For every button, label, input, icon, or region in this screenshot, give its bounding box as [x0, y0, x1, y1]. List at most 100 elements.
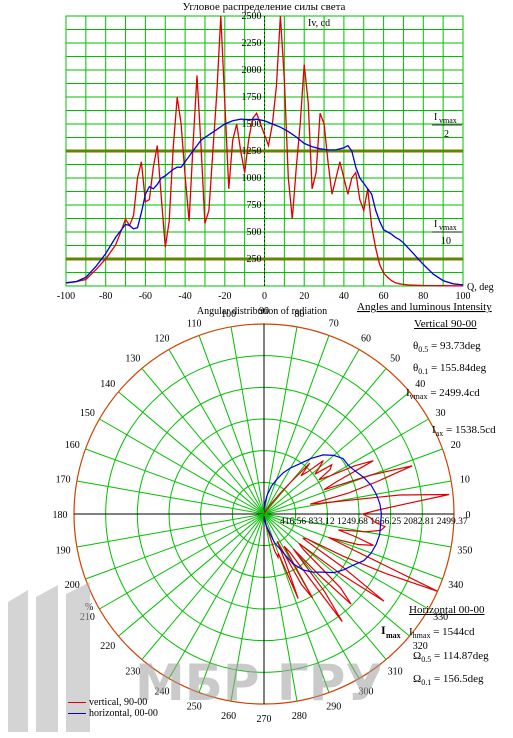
angle-label: 330: [433, 612, 448, 623]
y-tick-label: 1750: [242, 92, 262, 103]
spoke-line: [263, 480, 452, 515]
x-tick-label: 100: [456, 291, 471, 302]
angle-label: 70: [329, 318, 339, 329]
rmax-main: I: [381, 623, 386, 637]
spoke-line: [263, 391, 410, 515]
angle-label: 270: [257, 714, 272, 725]
x-tick-label: -100: [57, 291, 75, 302]
angle-label: 240: [155, 687, 170, 698]
watermark-logo: МБР ГРУПП: [8, 582, 380, 732]
ref-label-half: I vmax 2: [432, 112, 462, 140]
y-tick-label: 2250: [242, 38, 262, 49]
x-tick-label: 40: [339, 291, 349, 302]
angle-label: 150: [80, 408, 95, 419]
ref-half-sub: vmax: [439, 116, 457, 125]
angle-label: 340: [448, 580, 463, 591]
rmax-label: I max: [381, 623, 401, 640]
polar-title: Angular distribution of radiation: [197, 306, 327, 317]
angle-label: 120: [155, 333, 170, 344]
spoke-line: [263, 368, 387, 515]
spoke-line: [141, 513, 265, 660]
ref-tenth-div: 10: [441, 236, 451, 247]
angle-label: 290: [326, 702, 341, 713]
angle-label: 100: [221, 309, 236, 320]
angle-label: 260: [221, 711, 236, 722]
spoke-line: [263, 326, 298, 515]
spoke-line: [141, 368, 265, 515]
spoke-line: [263, 513, 429, 610]
y-tick-label: 1250: [242, 146, 262, 157]
spoke-line: [263, 448, 443, 515]
spoke-line: [263, 335, 330, 515]
x-tick-label: 60: [379, 291, 389, 302]
y-tick-label: 1000: [242, 173, 262, 184]
polar-series: [263, 454, 450, 622]
spoke-line: [263, 349, 360, 515]
x-tick-label: -80: [99, 291, 112, 302]
reference-lines: [66, 149, 463, 261]
angle-label: 90: [259, 306, 269, 317]
spoke-line: [76, 480, 265, 515]
angle-label: 40: [415, 379, 425, 390]
angle-label: 140: [100, 379, 115, 390]
angle-labels: 0 10 20 30 40 50 60 70 80 90 100 110 120 130 140 150 160…: [53, 306, 473, 725]
angle-label: 200: [65, 580, 80, 591]
x-tick-label: 80: [418, 291, 428, 302]
cartesian-title: Угловое распределение силы света: [183, 1, 346, 13]
angle-label: 10: [460, 475, 470, 486]
x-tick-label: 0: [262, 291, 267, 302]
ref-half-div: 2: [444, 129, 449, 140]
spoke-line: [230, 513, 265, 702]
ref-tenth-main: I: [434, 219, 437, 230]
spoke-line: [263, 513, 443, 580]
series-line-horizontal: [65, 118, 464, 286]
y-tick-label: 750: [247, 200, 262, 211]
spoke-line: [263, 513, 298, 702]
ref-tenth-sub: vmax: [439, 223, 457, 232]
spoke-line: [168, 513, 265, 679]
series-line-vertical: [65, 15, 464, 287]
spoke-line: [99, 418, 265, 515]
spoke-line: [230, 326, 265, 515]
x-tick-label: 20: [299, 291, 309, 302]
spoke-line: [76, 513, 265, 548]
spoke-line: [85, 448, 265, 515]
angle-label: 30: [436, 408, 446, 419]
angle-label: 250: [187, 702, 202, 713]
series-lines: [65, 15, 464, 287]
spoke-line: [118, 513, 265, 637]
angle-label: 230: [125, 666, 140, 677]
tick-labels: -100 -80 -60 -40 -20 0 20 40 60 80 100 250 500 750 100…: [57, 11, 471, 302]
y-tick-label: 2000: [242, 65, 262, 76]
angle-label: 170: [56, 475, 71, 486]
angle-label: 310: [388, 666, 403, 677]
spoke-line: [263, 513, 452, 548]
x-tick-label: -40: [178, 291, 191, 302]
spoke-line: [198, 513, 265, 693]
spoke-line: [85, 513, 265, 580]
spoke-line: [198, 335, 265, 515]
ref-label-tenth: I vmax 10: [432, 219, 462, 247]
spoke-line: [168, 349, 265, 515]
angle-label: 320: [413, 641, 428, 652]
x-axis-label: Q, deg: [467, 282, 494, 293]
watermark-text: МБР ГРУПП: [135, 654, 380, 712]
polar-line-horizontal: [263, 454, 383, 574]
angle-label: 280: [292, 711, 307, 722]
ref-half-main: I: [434, 112, 437, 123]
spoke-line: [263, 513, 387, 660]
y-tick-label: 2500: [242, 11, 262, 22]
angle-label: 50: [390, 354, 400, 365]
section-title: Angles and luminous Intensity: [357, 301, 492, 313]
spoke-line: [263, 513, 410, 637]
polar-line-vertical: [263, 460, 450, 622]
angle-label: 300: [359, 687, 374, 698]
angle-label: 130: [125, 354, 140, 365]
x-tick-label: -60: [139, 291, 152, 302]
angle-label: 0: [466, 510, 471, 521]
angle-label: 20: [451, 440, 461, 451]
angle-label: 190: [56, 545, 71, 556]
spoke-line: [118, 391, 265, 515]
angle-label: 110: [187, 318, 202, 329]
